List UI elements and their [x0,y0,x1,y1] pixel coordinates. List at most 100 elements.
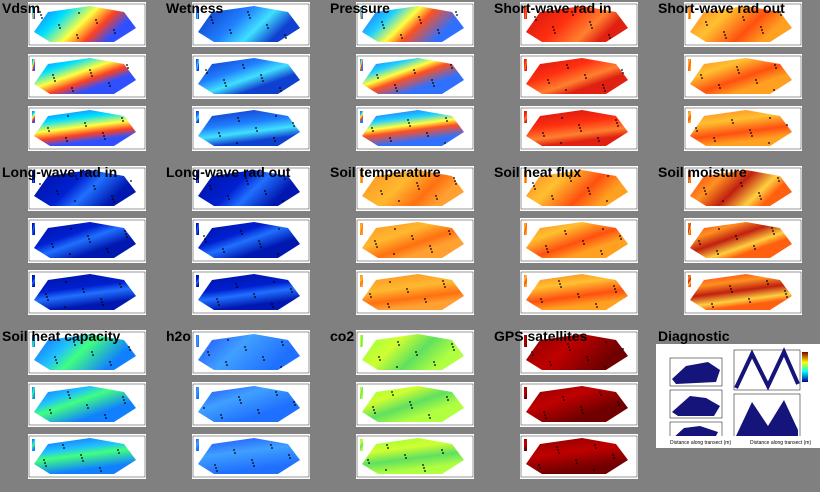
map-frame [356,435,474,478]
station-dot [44,462,46,464]
map-cell: Soil heat capacity [0,328,164,492]
map-colorbar [360,7,363,19]
map-cell: Short-wave rad out [656,0,820,164]
station-dot [779,11,781,13]
station-dot [130,180,132,182]
station-dot [255,127,257,129]
map-colorbar [524,223,527,235]
map-frame [684,107,802,150]
station-dot [589,21,591,23]
station-dot [718,228,720,230]
station-dot [596,306,598,308]
station-dot [233,449,235,451]
map-panel [28,166,146,211]
field-polygon [526,58,628,94]
station-dot [411,235,413,237]
station-dot [729,285,731,287]
station-dot [386,444,388,446]
map-svg [356,55,474,98]
station-dot [262,80,264,82]
station-dot [67,115,69,117]
station-dot [552,26,554,28]
station-dot [534,188,536,190]
station-dot [375,243,377,245]
map-svg [28,167,146,210]
station-dot [578,124,580,126]
station-dot [438,32,440,34]
station-dot [89,241,91,243]
field-polygon [34,58,136,94]
station-dot [248,14,250,16]
station-dot [279,87,281,89]
station-dot [389,281,391,283]
station-dot [100,470,102,472]
map-panel [356,270,474,315]
station-dot [601,253,603,255]
station-dot [549,361,551,363]
station-dot [109,85,111,87]
station-dot [114,32,116,34]
map-panel [192,382,310,427]
map-panel [684,2,802,47]
map-panel [192,166,310,211]
station-dot [700,74,702,76]
station-dot [71,87,73,89]
station-dot [731,291,733,293]
map-svg [192,331,310,374]
station-dot [210,188,212,190]
cell-title: Wetness [166,0,224,16]
station-dot [280,90,282,92]
station-dot [246,180,248,182]
station-dot [701,77,703,79]
station-dot [234,452,236,454]
station-dot [229,29,231,31]
station-dot [221,417,223,419]
map-frame [356,271,474,314]
map-frame [356,331,474,374]
station-dot [47,127,49,129]
station-dot [416,354,418,356]
station-dot [532,354,534,356]
map-colorbar [688,171,691,183]
station-dot [383,27,385,29]
field-polygon [34,222,136,258]
station-dot [543,135,545,137]
station-dot [598,140,600,142]
station-dot [68,394,70,396]
station-dot [552,198,554,200]
station-dot [786,296,788,298]
station-dot [56,362,58,364]
field-polygon [362,110,464,146]
station-dot [718,84,720,86]
station-dot [409,401,411,403]
station-dot [367,459,369,461]
station-dot [205,241,207,243]
station-dot [113,29,115,31]
station-dot [43,459,45,461]
map-colorbar [196,387,199,399]
station-dot [564,230,566,232]
map-panel [356,330,474,375]
map-frame [192,3,310,46]
map-colorbar [32,387,35,399]
station-dot [59,27,61,29]
station-dot [387,303,389,305]
station-dot [396,366,398,368]
station-dot [749,301,751,303]
field-polygon [34,334,136,370]
station-dot [39,11,41,13]
station-dot [613,457,615,459]
station-dot [253,293,255,295]
station-dot [400,34,402,36]
cell-title: Long-wave rad in [2,164,118,180]
station-dot [126,236,128,238]
station-dot [128,346,130,348]
cell-title: Short-wave rad in [494,0,612,16]
map-svg [684,271,802,314]
station-dot [442,280,444,282]
station-dot [214,464,216,466]
station-dot [225,85,227,87]
station-dot [254,296,256,298]
station-dot [245,177,247,179]
map-panel [520,54,638,99]
